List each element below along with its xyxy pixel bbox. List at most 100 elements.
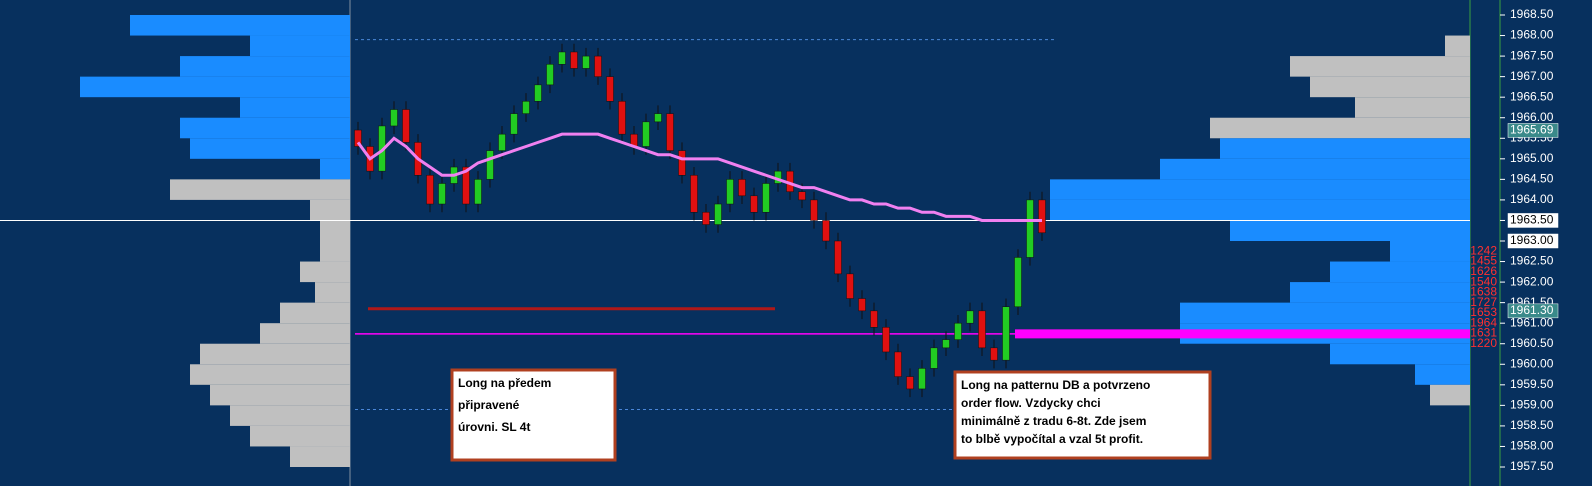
right-profile-bar xyxy=(1390,241,1470,262)
y-tick-label: 1966.50 xyxy=(1510,89,1554,103)
candle-body xyxy=(882,327,890,353)
candle-body xyxy=(474,179,482,205)
candle-body xyxy=(1002,306,1010,361)
right-profile-bar xyxy=(1220,138,1470,159)
candle-body xyxy=(558,51,566,65)
candle-body xyxy=(402,109,410,143)
candle-body xyxy=(654,113,662,123)
candle-body xyxy=(822,220,830,242)
candle-body xyxy=(798,191,806,201)
left-profile-bar xyxy=(240,97,350,118)
candle-body xyxy=(894,351,902,377)
y-tick-label: 1961.00 xyxy=(1510,315,1554,329)
left-profile-bar xyxy=(260,323,350,344)
annotation-box xyxy=(450,368,617,462)
candle-body xyxy=(762,183,770,213)
right-profile-bar xyxy=(1355,97,1470,118)
candle-body xyxy=(870,310,878,328)
candle-body xyxy=(426,175,434,205)
candle-body xyxy=(390,109,398,127)
price-label-box xyxy=(1507,233,1559,249)
annotation-box xyxy=(953,370,1212,460)
candle-body xyxy=(498,133,506,151)
candle-body xyxy=(906,376,914,390)
y-tick-label: 1967.00 xyxy=(1510,69,1554,83)
right-profile-bar xyxy=(1430,384,1470,406)
candle-body xyxy=(858,298,866,312)
volume-label: 1964 xyxy=(1470,315,1497,329)
right-profile-bar xyxy=(1230,220,1470,241)
right-profile-bar xyxy=(1290,282,1470,303)
volume-label: 1242 xyxy=(1470,243,1497,257)
candle-body xyxy=(918,368,926,390)
left-profile-bar xyxy=(320,220,350,241)
volume-label: 1455 xyxy=(1470,254,1497,268)
candle-body xyxy=(354,129,362,147)
candle-body xyxy=(978,310,986,349)
candle-body xyxy=(726,179,734,205)
right-profile-bar xyxy=(1310,76,1470,98)
candle-body xyxy=(582,55,590,69)
left-profile-bar xyxy=(315,282,350,303)
price-label-box xyxy=(1507,213,1559,228)
left-profile-bar xyxy=(320,241,350,262)
y-tick-label: 1968.00 xyxy=(1510,28,1554,42)
right-profile-bar xyxy=(1050,199,1470,221)
annotation-text: minimálně z tradu 6-8t. Zde jsem xyxy=(961,414,1146,428)
y-tick-label: 1957.50 xyxy=(1510,459,1554,473)
volume-label: 1638 xyxy=(1470,285,1497,299)
volume-label: 1220 xyxy=(1470,336,1497,350)
candle-body xyxy=(510,113,518,135)
candle-body xyxy=(534,84,542,102)
left-profile-bar xyxy=(310,199,350,221)
candle-body xyxy=(954,322,962,340)
candle-body xyxy=(462,166,470,205)
candle-body xyxy=(486,150,494,180)
left-profile-bar xyxy=(190,364,350,385)
left-profile-bar xyxy=(200,343,350,365)
y-tick-label: 1960.50 xyxy=(1510,336,1554,350)
y-tick-label: 1959.00 xyxy=(1510,398,1554,412)
left-profile-bar xyxy=(300,261,350,283)
candle-body xyxy=(618,101,626,135)
price-label: 1963.50 xyxy=(1510,213,1554,227)
left-profile-bar xyxy=(170,179,350,200)
y-tick-label: 1962.50 xyxy=(1510,254,1554,268)
candle-body xyxy=(750,195,758,213)
moving-average xyxy=(356,132,1042,222)
candle-body xyxy=(966,310,974,324)
annotation-text: Long na patternu DB a potvrzeno xyxy=(961,378,1150,392)
right-profile-bar xyxy=(1210,117,1470,139)
y-tick-label: 1959.50 xyxy=(1510,377,1554,391)
right-profile-bar xyxy=(1445,35,1470,57)
left-profile-bar xyxy=(190,138,350,159)
candle-body xyxy=(1026,199,1034,258)
right-profile-bar xyxy=(1180,302,1470,324)
right-profile-bar xyxy=(1330,261,1470,283)
left-profile-bar xyxy=(180,117,350,139)
y-tick-label: 1965.00 xyxy=(1510,151,1554,165)
left-profile-bar xyxy=(280,302,350,324)
annotation-text: order flow. Vzdycky chci xyxy=(961,396,1101,410)
volume-label: 1631 xyxy=(1470,326,1497,340)
annotation-text: úrovni. SL 4t xyxy=(458,420,530,434)
price-label-box xyxy=(1507,303,1559,319)
left-profile-bar xyxy=(320,158,350,180)
candle-body xyxy=(606,76,614,102)
right-profile-bar xyxy=(1290,56,1470,77)
candle-body xyxy=(930,347,938,369)
candle-body xyxy=(702,211,710,225)
candle-body xyxy=(570,51,578,69)
candle-body xyxy=(738,179,746,197)
y-tick-label: 1964.00 xyxy=(1510,192,1554,206)
volume-label: 1540 xyxy=(1470,274,1497,288)
candle-body xyxy=(834,240,842,275)
y-tick-label: 1967.50 xyxy=(1510,48,1554,62)
y-tick-label: 1960.00 xyxy=(1510,356,1554,370)
price-label: 1965.69 xyxy=(1510,123,1554,137)
price-label-box xyxy=(1507,123,1559,138)
right-profile-bar xyxy=(1050,179,1470,200)
y-tick-label: 1966.00 xyxy=(1510,110,1554,124)
candle-body xyxy=(1014,257,1022,307)
